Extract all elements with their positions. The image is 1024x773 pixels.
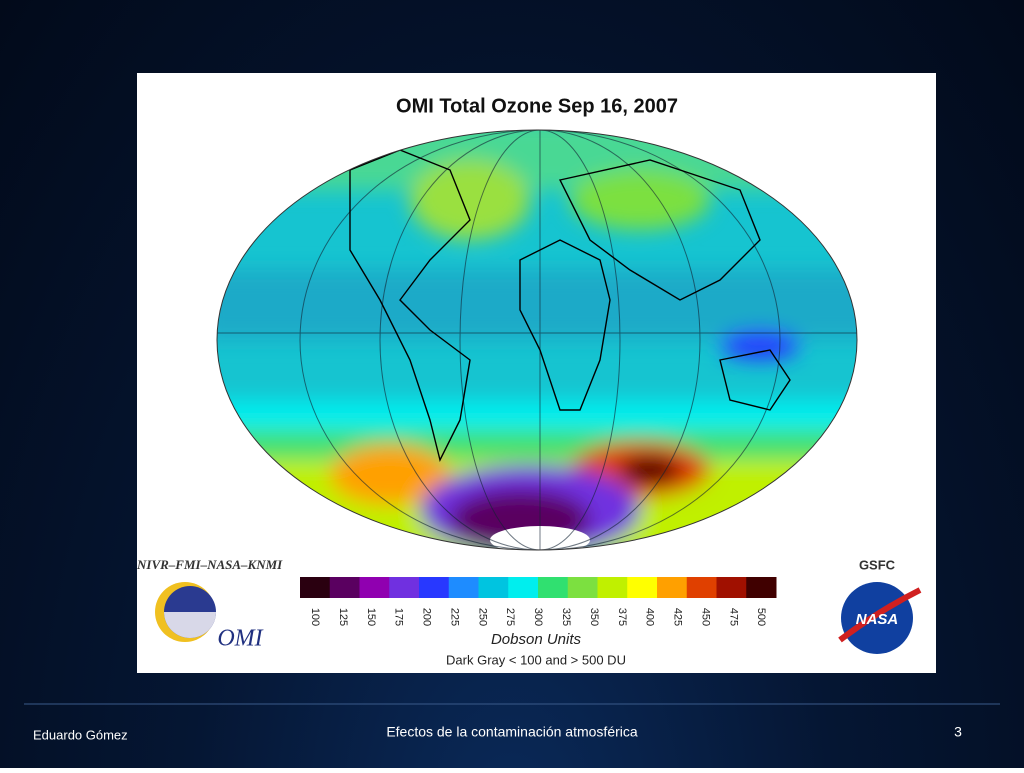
globe-outline xyxy=(216,129,858,551)
color-swatch xyxy=(508,577,539,598)
color-swatch xyxy=(448,577,479,598)
colorbar-tick-label: 250 xyxy=(476,608,488,626)
color-swatch xyxy=(716,577,747,598)
colorbar: 100 125 150 175 200 225 250 275 300 325 350 375 400 4… xyxy=(300,577,777,626)
nasa-logo: NASA xyxy=(838,582,922,654)
colorbar-tick-label: 400 xyxy=(644,608,656,626)
colorbar-tick-label: 175 xyxy=(393,608,405,626)
colorbar-tick-label: 500 xyxy=(755,608,767,626)
colorbar-tick-label: 100 xyxy=(309,608,321,626)
colorbar-tick-label: 375 xyxy=(616,608,628,626)
credit-text: NIVR–FMI–NASA–KNMI xyxy=(136,557,283,572)
color-swatch xyxy=(419,577,450,598)
color-swatch xyxy=(389,577,420,598)
colorbar-tick-label: 275 xyxy=(504,608,516,626)
colorbar-tick-label: 300 xyxy=(532,608,544,626)
color-swatch xyxy=(657,577,688,598)
omi-logo: OMI xyxy=(155,582,264,652)
colorbar-tick-label: 200 xyxy=(421,608,433,626)
colorbar-unit: Dobson Units xyxy=(491,631,582,648)
colorbar-note: Dark Gray < 100 and > 500 DU xyxy=(446,652,626,667)
gsfc-label: GSFC xyxy=(859,557,896,572)
color-swatch xyxy=(538,577,569,598)
colorbar-tick-label: 450 xyxy=(699,608,711,626)
color-swatch xyxy=(746,577,777,598)
color-swatch xyxy=(597,577,628,598)
footer-title: Efectos de la contaminación atmosférica xyxy=(386,724,638,740)
color-swatch xyxy=(567,577,598,598)
coastlines xyxy=(349,149,791,463)
colorbar-tick-label: 150 xyxy=(365,608,377,626)
colorbar-tick-label: 350 xyxy=(588,608,600,626)
color-swatch xyxy=(300,577,331,598)
colorbar-tick-label: 425 xyxy=(672,608,684,626)
color-swatch xyxy=(686,577,717,598)
colorbar-tick-label: 225 xyxy=(448,608,460,626)
footer-author: Eduardo Gómez xyxy=(33,727,128,742)
omi-label: OMI xyxy=(217,626,263,652)
nasa-label: NASA xyxy=(856,611,899,628)
color-swatch xyxy=(627,577,658,598)
colorbar-tick-label: 125 xyxy=(337,608,349,626)
page-number: 3 xyxy=(954,724,962,740)
color-swatch xyxy=(359,577,390,598)
colorbar-tick-label: 325 xyxy=(560,608,572,626)
color-swatch xyxy=(329,577,360,598)
colorbar-tick-label: 475 xyxy=(727,608,739,626)
color-swatch xyxy=(478,577,509,598)
map-title: OMI Total Ozone Sep 16, 2007 xyxy=(396,95,678,117)
